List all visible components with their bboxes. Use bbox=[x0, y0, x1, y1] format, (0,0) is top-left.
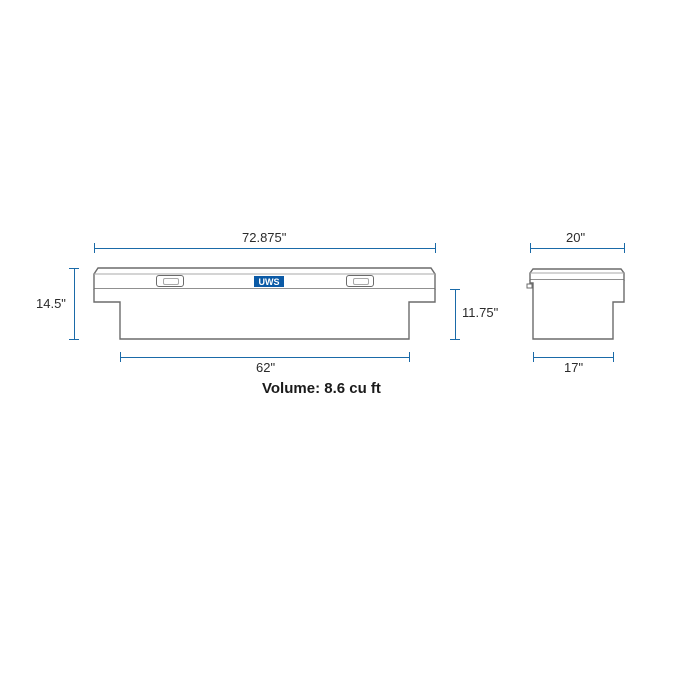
dim-front-bottom-tick-l bbox=[120, 352, 121, 362]
dim-front-bottom-line bbox=[120, 357, 409, 358]
dim-side-bottom-label: 17" bbox=[564, 360, 583, 375]
dim-side-top-tick-l bbox=[530, 243, 531, 253]
dim-front-bottom-tick-r bbox=[409, 352, 410, 362]
volume-label: Volume: 8.6 cu ft bbox=[262, 380, 381, 397]
dim-front-top-tick-l bbox=[94, 243, 95, 253]
dim-front-top-label: 72.875" bbox=[242, 230, 286, 245]
dim-front-left-tick-t bbox=[69, 268, 79, 269]
dim-side-top-label: 20" bbox=[566, 230, 585, 245]
dim-front-right-line bbox=[455, 289, 456, 339]
dim-front-right-tick-t bbox=[450, 289, 460, 290]
dim-side-top-line bbox=[530, 248, 624, 249]
diagram-stage: UWS 72.875" 62" 14.5" 11.75" 20" 17" Vol… bbox=[0, 0, 700, 700]
dim-front-left-label: 14.5" bbox=[36, 296, 66, 311]
dim-front-bottom-label: 62" bbox=[256, 360, 275, 375]
dim-front-top-line bbox=[94, 248, 435, 249]
dim-front-right-label: 11.75" bbox=[462, 305, 498, 320]
dim-front-left-line bbox=[74, 268, 75, 339]
dim-side-bottom-tick-l bbox=[533, 352, 534, 362]
dim-side-bottom-line bbox=[533, 357, 613, 358]
side-view-outline bbox=[0, 0, 700, 700]
dim-front-top-tick-r bbox=[435, 243, 436, 253]
dim-side-top-tick-r bbox=[624, 243, 625, 253]
dim-side-bottom-tick-r bbox=[613, 352, 614, 362]
dim-front-right-tick-b bbox=[450, 339, 460, 340]
dim-front-left-tick-b bbox=[69, 339, 79, 340]
